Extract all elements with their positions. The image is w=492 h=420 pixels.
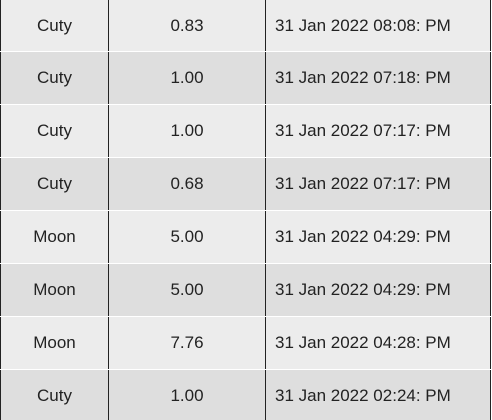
- name-cell: Cuty: [0, 369, 109, 420]
- amount-cell: 5.00: [108, 263, 266, 317]
- table-row: Cuty 0.68 31 Jan 2022 07:17: PM: [0, 157, 491, 211]
- table-row: Moon 5.00 31 Jan 2022 04:29: PM: [0, 263, 491, 317]
- amount-cell: 1.00: [108, 369, 266, 420]
- table-row: Cuty 1.00 31 Jan 2022 02:24: PM: [0, 369, 491, 420]
- amount-cell: 0.68: [108, 157, 266, 211]
- name-cell: Cuty: [0, 0, 109, 52]
- table-row: Cuty 1.00 31 Jan 2022 07:17: PM: [0, 104, 491, 158]
- name-cell: Cuty: [0, 51, 109, 105]
- table-row: Cuty 0.83 31 Jan 2022 08:08: PM: [0, 0, 491, 52]
- table-row: Moon 5.00 31 Jan 2022 04:29: PM: [0, 210, 491, 264]
- amount-cell: 1.00: [108, 51, 266, 105]
- time-cell: 31 Jan 2022 02:24: PM: [265, 369, 491, 420]
- time-cell: 31 Jan 2022 04:28: PM: [265, 316, 491, 370]
- time-cell: 31 Jan 2022 07:18: PM: [265, 51, 491, 105]
- amount-cell: 0.83: [108, 0, 266, 52]
- time-cell: 31 Jan 2022 04:29: PM: [265, 263, 491, 317]
- time-cell: 31 Jan 2022 07:17: PM: [265, 104, 491, 158]
- name-cell: Moon: [0, 316, 109, 370]
- amount-cell: 5.00: [108, 210, 266, 264]
- name-cell: Moon: [0, 210, 109, 264]
- amount-cell: 7.76: [108, 316, 266, 370]
- time-cell: 31 Jan 2022 04:29: PM: [265, 210, 491, 264]
- table-row: Moon 7.76 31 Jan 2022 04:28: PM: [0, 316, 491, 370]
- time-cell: 31 Jan 2022 07:17: PM: [265, 157, 491, 211]
- name-cell: Cuty: [0, 157, 109, 211]
- table-row: Cuty 1.00 31 Jan 2022 07:18: PM: [0, 51, 491, 105]
- amount-cell: 1.00: [108, 104, 266, 158]
- name-cell: Moon: [0, 263, 109, 317]
- time-cell: 31 Jan 2022 08:08: PM: [265, 0, 491, 52]
- name-cell: Cuty: [0, 104, 109, 158]
